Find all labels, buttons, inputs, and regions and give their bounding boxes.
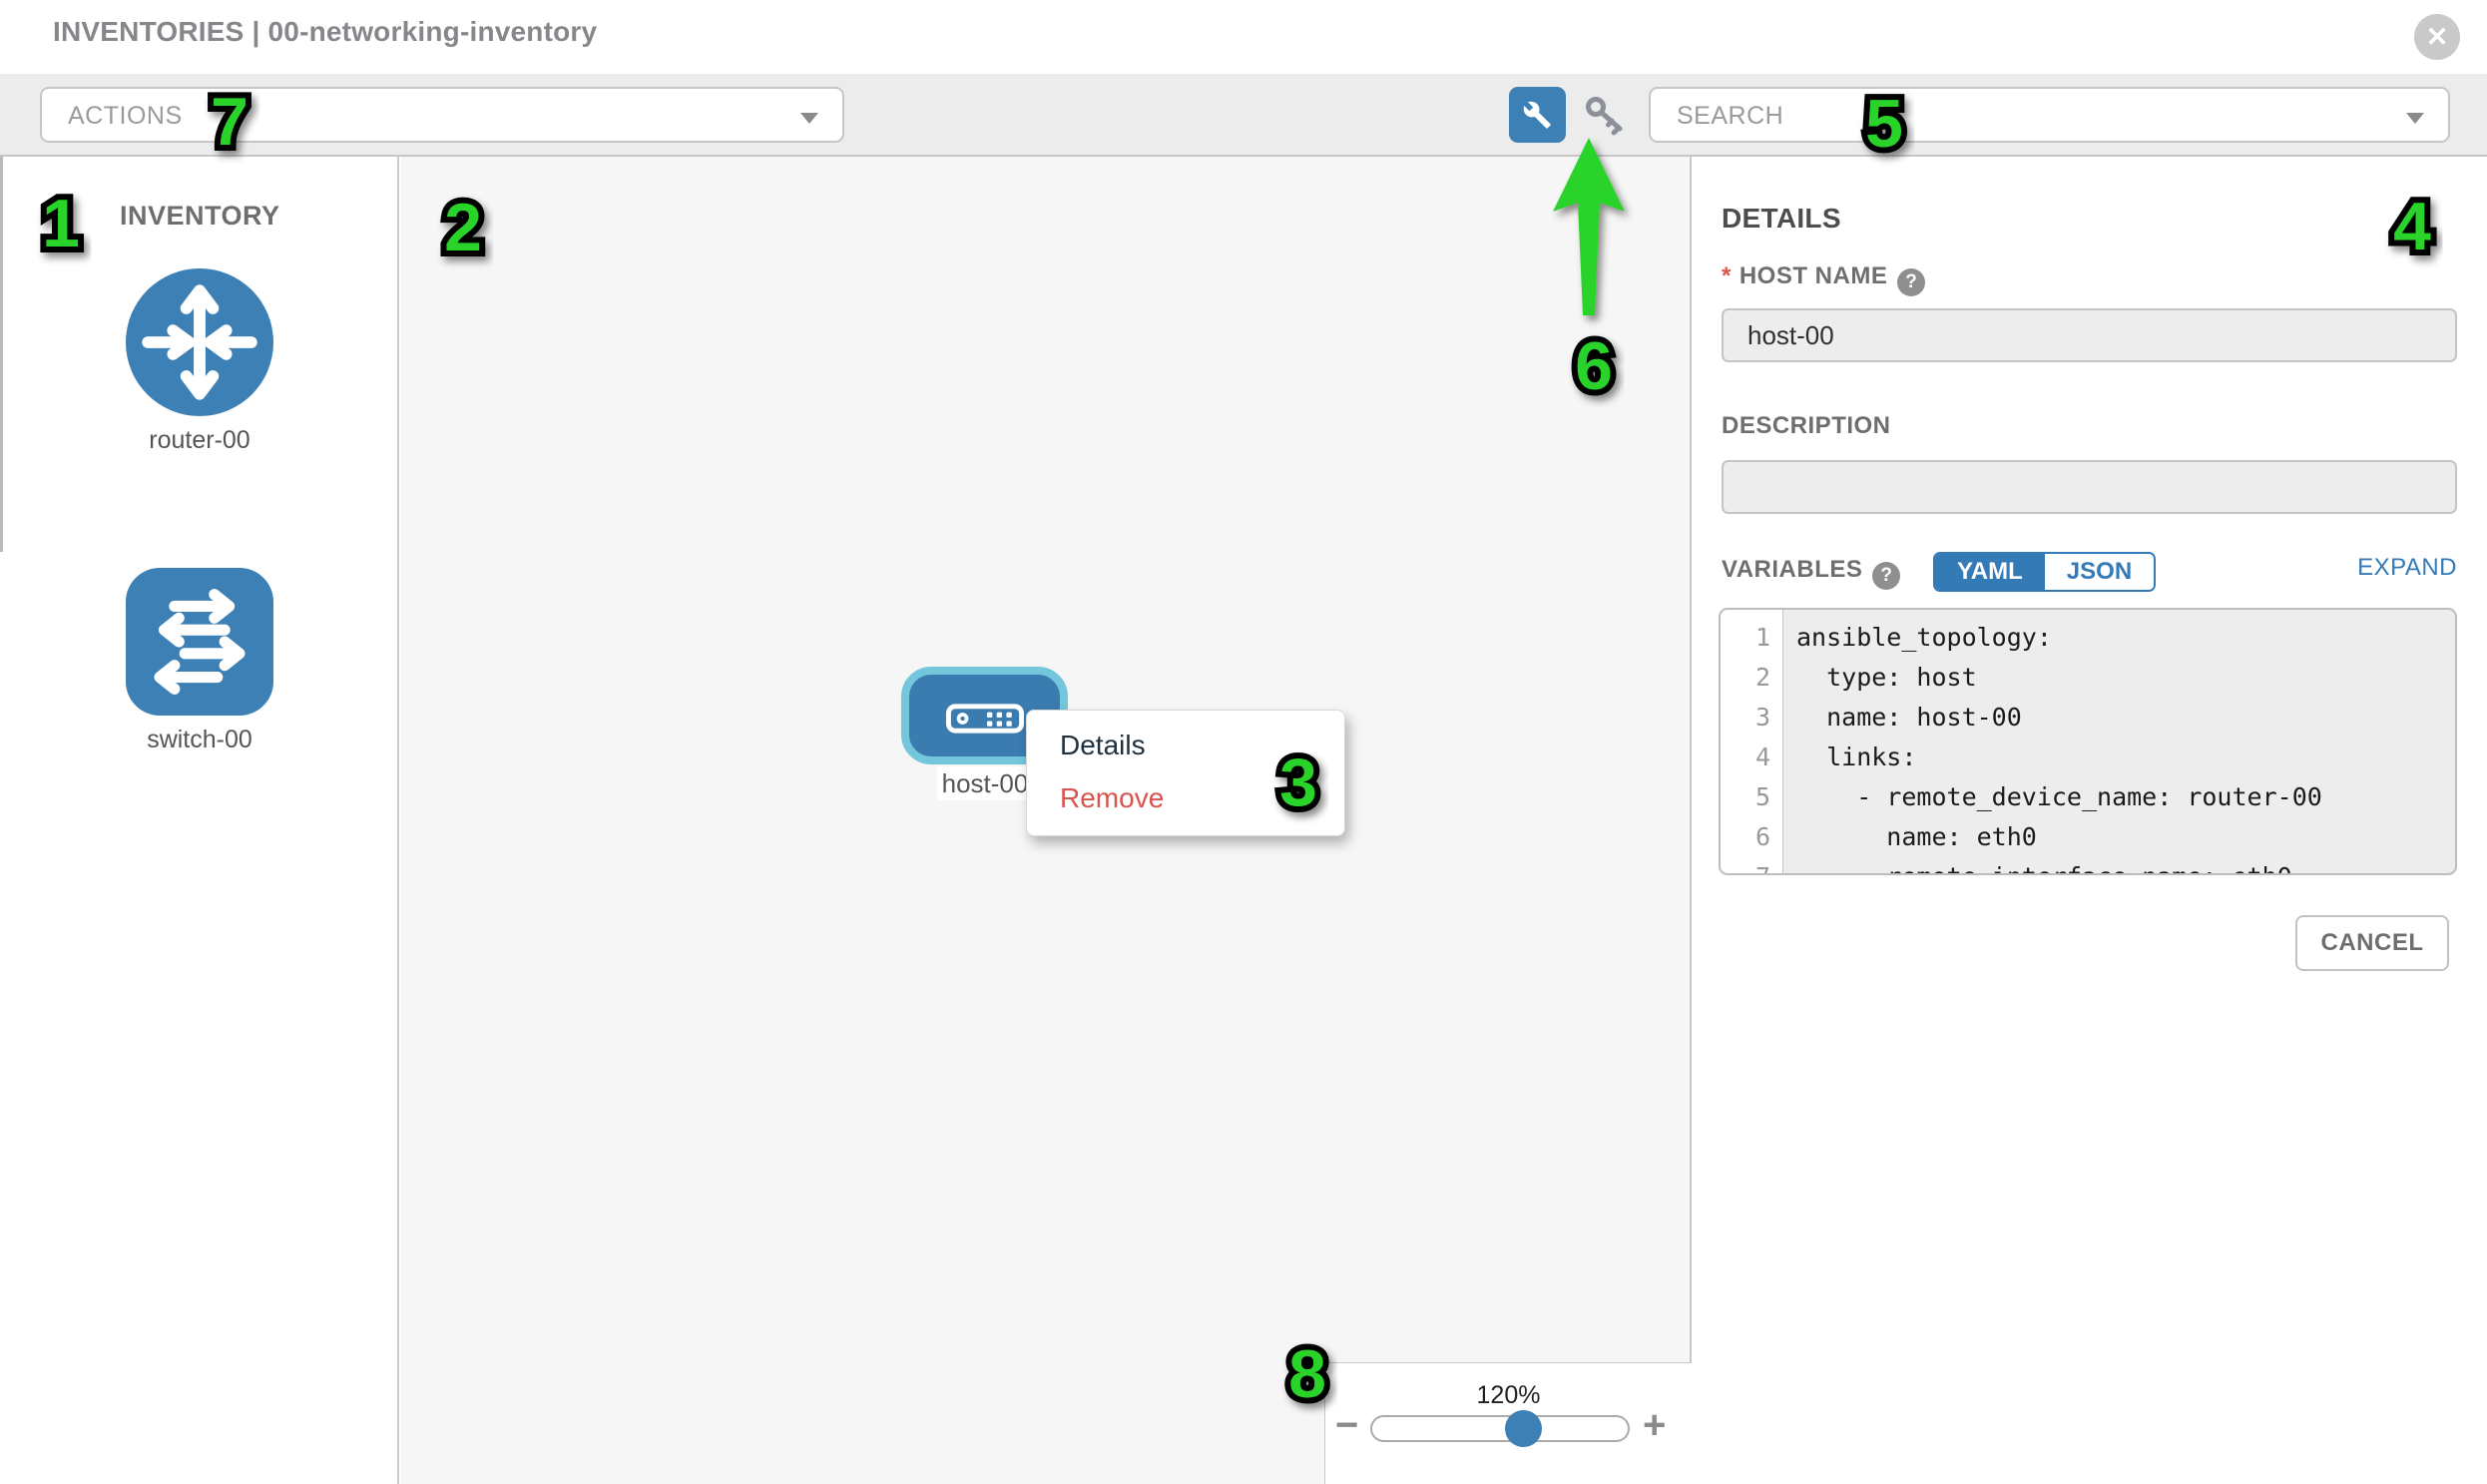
yaml-tab[interactable]: YAML [1935, 554, 2045, 590]
palette-item-label: router-00 [149, 426, 250, 454]
toolbar: ACTIONS SEARCH [0, 74, 2487, 157]
variables-label: VARIABLES? [1722, 556, 1901, 590]
code-line: 5 - remote_device_name: router-00 [1721, 777, 2455, 817]
gutter-separator [1782, 610, 1783, 873]
line-number: 2 [1754, 663, 1770, 692]
code-line: 7 remote_interface_name: eth0 [1721, 857, 2455, 873]
line-content: - remote_device_name: router-00 [1796, 782, 2322, 811]
node-context-menu: Details Remove [1026, 710, 1345, 836]
breadcrumb-separator: | [251, 16, 260, 47]
key-button[interactable] [1583, 94, 1631, 138]
close-button[interactable]: ✕ [2414, 14, 2460, 60]
inventory-palette-sidebar: INVENTORY router-00 [0, 157, 399, 1484]
breadcrumb: INVENTORIES | 00-networking-inventory [53, 16, 597, 48]
line-content: name: host-00 [1796, 703, 2022, 732]
topology-canvas[interactable]: host-00 Details Remove 120% − + [401, 157, 1692, 1484]
line-number: 6 [1754, 822, 1770, 851]
zoom-in-button[interactable]: + [1643, 1403, 1667, 1447]
required-marker: * [1722, 262, 1732, 289]
code-line: 4 links: [1721, 738, 2455, 777]
inventory-heading: INVENTORY [120, 201, 280, 231]
switch-icon [126, 568, 273, 716]
context-menu-remove[interactable]: Remove [1060, 782, 1165, 813]
line-number: 4 [1754, 742, 1770, 771]
tools-button[interactable] [1509, 87, 1566, 143]
zoom-level-value: 120% [1476, 1381, 1541, 1409]
line-content: type: host [1796, 663, 1977, 692]
wrench-icon [1523, 101, 1551, 129]
host-name-label-text: HOST NAME [1739, 262, 1888, 289]
description-label: DESCRIPTION [1722, 412, 1891, 439]
zoom-slider-handle[interactable] [1505, 1410, 1542, 1447]
code-line: 6 name: eth0 [1721, 817, 2455, 857]
header-bar: INVENTORIES | 00-networking-inventory ✕ [0, 0, 2487, 74]
palette-item-router[interactable]: router-00 [126, 268, 273, 455]
details-panel: DETAILS * HOST NAME? DESCRIPTION VARIABLE… [1694, 157, 2487, 1484]
line-content: name: eth0 [1796, 822, 2037, 851]
line-number: 5 [1754, 782, 1770, 811]
breadcrumb-section: INVENTORIES [53, 16, 245, 47]
line-content: remote_interface_name: eth0 [1782, 857, 2291, 873]
key-icon [1586, 97, 1623, 136]
search-dropdown[interactable]: SEARCH [1649, 87, 2450, 143]
close-icon: ✕ [2425, 22, 2449, 52]
code-line: 2 type: host [1721, 658, 2455, 698]
code-line: 3 name: host-00 [1721, 698, 2455, 738]
code-line: 1 ansible_topology: [1721, 618, 2455, 658]
variables-code-editor[interactable]: 1 ansible_topology: 2 type: host 3 name: ho… [1719, 608, 2457, 875]
variables-label-text: VARIABLES [1722, 556, 1863, 583]
variables-format-toggle: YAML JSON [1933, 552, 2157, 592]
line-number: 3 [1754, 703, 1770, 732]
actions-dropdown-label: ACTIONS [68, 102, 183, 130]
zoom-slider-track[interactable] [1370, 1410, 1630, 1447]
line-content: ansible_topology: [1796, 623, 2052, 652]
help-icon[interactable]: ? [1897, 268, 1926, 296]
help-icon[interactable]: ? [1872, 562, 1901, 590]
chevron-down-icon [800, 113, 818, 124]
line-number: 7 [1721, 857, 1782, 873]
search-dropdown-label: SEARCH [1677, 102, 1784, 130]
router-icon [126, 268, 273, 416]
line-number: 1 [1754, 623, 1770, 652]
breadcrumb-inventory-name: 00-networking-inventory [267, 16, 598, 47]
actions-dropdown[interactable]: ACTIONS [40, 87, 844, 143]
host-icon [946, 704, 1024, 734]
cancel-button[interactable]: CANCEL [2295, 915, 2449, 971]
line-content: links: [1796, 742, 1917, 771]
zoom-out-button[interactable]: − [1335, 1403, 1359, 1447]
palette-item-switch[interactable]: switch-00 [126, 568, 273, 754]
chevron-down-icon [2406, 113, 2424, 124]
description-input[interactable] [1722, 460, 2457, 514]
details-heading: DETAILS [1722, 203, 1841, 234]
host-node-label: host-00 [937, 766, 1033, 800]
expand-link[interactable]: EXPAND [2357, 554, 2457, 581]
code-rows: 1 ansible_topology: 2 type: host 3 name: ho… [1721, 618, 2455, 873]
host-name-label: * HOST NAME? [1722, 262, 1926, 296]
sidebar-scrollbar[interactable] [0, 157, 3, 552]
context-menu-details[interactable]: Details [1060, 730, 1146, 760]
host-name-input[interactable] [1722, 308, 2457, 362]
palette-item-label: switch-00 [147, 726, 252, 753]
json-tab[interactable]: JSON [2044, 554, 2155, 590]
zoom-control-panel: 120% − + [1324, 1362, 1692, 1484]
